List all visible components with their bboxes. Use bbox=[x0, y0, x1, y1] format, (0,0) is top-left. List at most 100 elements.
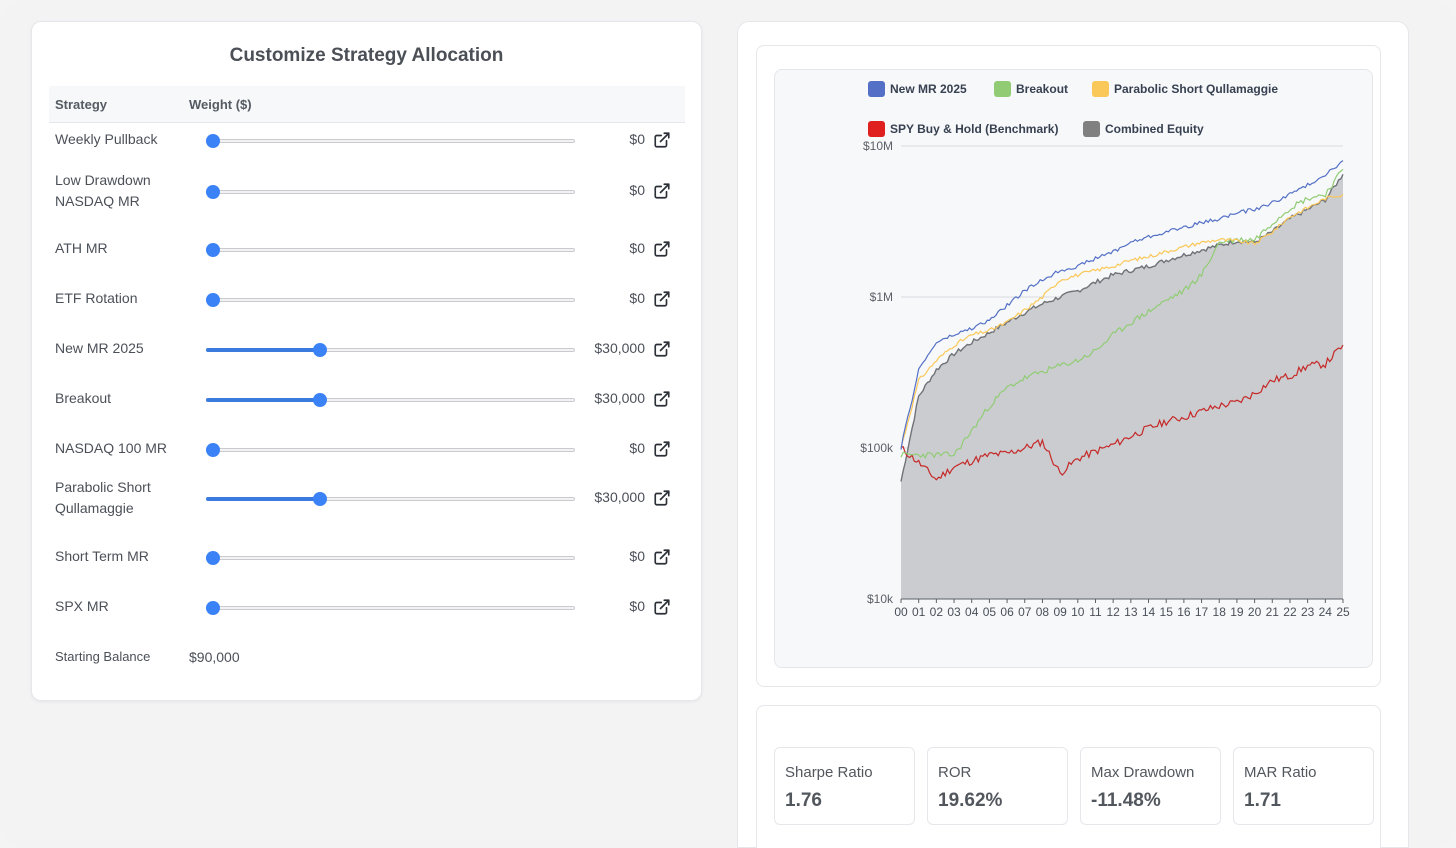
slider-track[interactable] bbox=[206, 297, 575, 302]
x-tick-label: 01 bbox=[912, 605, 926, 619]
weight-slider-parabolic-short[interactable] bbox=[206, 492, 575, 506]
strategy-name: ATH MR bbox=[55, 238, 108, 259]
stat-card-max-drawdown: Max Drawdown -11.48% bbox=[1080, 747, 1221, 825]
weight-slider-etf-rotation[interactable] bbox=[206, 292, 575, 307]
x-tick-label: 08 bbox=[1036, 605, 1050, 619]
slider-thumb[interactable] bbox=[206, 550, 220, 565]
weight-slider-new-mr-2025[interactable] bbox=[206, 342, 575, 357]
weight-slider-low-drawdown[interactable] bbox=[206, 185, 575, 199]
weight-slider-weekly-pullback[interactable] bbox=[206, 133, 575, 148]
slider-thumb[interactable] bbox=[206, 133, 220, 148]
x-tick-label: 13 bbox=[1124, 605, 1138, 619]
strategy-row: ETF Rotation $0 bbox=[49, 288, 685, 309]
slider-thumb[interactable] bbox=[312, 342, 327, 357]
starting-balance-label: Starting Balance bbox=[55, 649, 151, 664]
slider-thumb[interactable] bbox=[206, 242, 220, 257]
external-link-icon[interactable] bbox=[653, 340, 671, 358]
stats-card: Sharpe Ratio 1.76 ROR 19.62% Max Drawdown … bbox=[756, 705, 1381, 848]
legend-swatch bbox=[1092, 81, 1109, 97]
stat-value: -11.48% bbox=[1091, 790, 1161, 811]
strategy-name-line2: NASDAQ MR bbox=[55, 193, 140, 209]
strategy-name: Low Drawdown NASDAQ MR bbox=[55, 170, 151, 212]
external-link-icon[interactable] bbox=[653, 390, 671, 408]
slider-thumb[interactable] bbox=[206, 442, 220, 457]
strategy-name: NASDAQ 100 MR bbox=[55, 438, 167, 459]
external-link-icon[interactable] bbox=[653, 598, 671, 616]
external-link-icon[interactable] bbox=[653, 131, 671, 149]
series-line-new-mr-2025 bbox=[900, 160, 1344, 450]
chart-plot: $10k $100k $1M $10M 00 01 02 03 04 05 06 07 08 09 10 11… bbox=[860, 139, 1350, 619]
external-link-icon[interactable] bbox=[653, 548, 671, 566]
legend-label: Breakout bbox=[1016, 82, 1069, 96]
x-tick-label: 09 bbox=[1053, 605, 1067, 619]
stat-label: ROR bbox=[938, 764, 972, 781]
slider-track[interactable] bbox=[206, 138, 575, 143]
slider-track[interactable] bbox=[206, 247, 575, 252]
strategy-name: SPX MR bbox=[55, 596, 109, 617]
weight-amount: $0 bbox=[629, 130, 645, 147]
external-link-icon[interactable] bbox=[653, 290, 671, 308]
strategy-row: Parabolic Short Qullamaggie $30,000 bbox=[49, 477, 685, 519]
combined-equity-area bbox=[901, 174, 1343, 600]
strategy-name: ETF Rotation bbox=[55, 288, 137, 309]
external-link-icon[interactable] bbox=[653, 240, 671, 258]
slider-thumb[interactable] bbox=[206, 292, 220, 307]
equity-chart: New MR 2025 Breakout Parabolic Short Qul… bbox=[774, 69, 1373, 668]
slider-track[interactable] bbox=[206, 190, 575, 194]
legend-swatch bbox=[994, 81, 1011, 97]
weight-amount: $0 bbox=[629, 547, 645, 564]
strategy-name: Breakout bbox=[55, 388, 111, 409]
series-line-parabolic-short-qullamaggie bbox=[900, 193, 1344, 449]
weight-amount: $0 bbox=[629, 239, 645, 256]
x-tick-label: 02 bbox=[930, 605, 944, 619]
chart-card: New MR 2025 Breakout Parabolic Short Qul… bbox=[756, 45, 1381, 687]
slider-thumb[interactable] bbox=[312, 492, 327, 506]
weight-slider-spx-mr[interactable] bbox=[206, 600, 575, 615]
strategy-row: Weekly Pullback $0 bbox=[49, 129, 685, 150]
slider-thumb[interactable] bbox=[206, 600, 220, 615]
strategy-name: Weekly Pullback bbox=[55, 129, 157, 150]
legend-label: New MR 2025 bbox=[890, 82, 967, 96]
x-tick-label: 20 bbox=[1248, 605, 1262, 619]
x-tick-label: 06 bbox=[1000, 605, 1014, 619]
legend-swatch bbox=[868, 121, 885, 137]
x-tick-label: 16 bbox=[1177, 605, 1191, 619]
strategy-row: ATH MR $0 bbox=[49, 238, 685, 259]
weight-slider-ath-mr[interactable] bbox=[206, 242, 575, 257]
legend-label: SPY Buy & Hold (Benchmark) bbox=[890, 122, 1059, 136]
slider-track[interactable] bbox=[206, 447, 575, 452]
strategy-name-line1: NASDAQ 100 MR bbox=[55, 440, 168, 456]
external-link-icon[interactable] bbox=[653, 440, 671, 458]
x-tick-label: 22 bbox=[1283, 605, 1297, 619]
strategy-name: Short Term MR bbox=[55, 546, 149, 567]
y-tick-label: $10k bbox=[867, 592, 894, 606]
strategy-name-line1: ATH MR bbox=[55, 240, 108, 256]
slider-track[interactable] bbox=[206, 555, 575, 560]
weight-amount: $30,000 bbox=[594, 339, 645, 356]
slider-thumb[interactable] bbox=[206, 185, 220, 199]
x-tick-label: 25 bbox=[1336, 605, 1350, 619]
weight-slider-short-term-mr[interactable] bbox=[206, 550, 575, 565]
slider-thumb[interactable] bbox=[312, 392, 327, 407]
external-link-icon[interactable] bbox=[653, 182, 671, 200]
weight-amount: $30,000 bbox=[594, 489, 645, 505]
strategy-row: SPX MR $0 bbox=[49, 596, 685, 617]
x-tick-label: 19 bbox=[1230, 605, 1244, 619]
strategy-name-line1: ETF Rotation bbox=[55, 290, 138, 306]
starting-balance-value: $90,000 bbox=[189, 649, 240, 665]
col-weight-header: Weight ($) bbox=[189, 97, 252, 112]
table-header: Strategy Weight ($) bbox=[49, 86, 685, 123]
slider-track[interactable] bbox=[206, 605, 575, 610]
x-tick-label: 10 bbox=[1071, 605, 1085, 619]
x-tick-label: 14 bbox=[1142, 605, 1156, 619]
weight-slider-breakout[interactable] bbox=[206, 392, 575, 407]
stat-card-mar-ratio: MAR Ratio 1.71 bbox=[1233, 747, 1374, 825]
x-tick-label: 11 bbox=[1089, 605, 1102, 619]
external-link-icon[interactable] bbox=[653, 489, 671, 507]
stat-card-sharpe-ratio: Sharpe Ratio 1.76 bbox=[774, 747, 915, 825]
strategy-row: New MR 2025 $30,000 bbox=[49, 338, 685, 359]
weight-slider-nasdaq-100-mr[interactable] bbox=[206, 442, 575, 457]
strategy-row: Short Term MR $0 bbox=[49, 546, 685, 567]
strategy-row: Low Drawdown NASDAQ MR $0 bbox=[49, 170, 685, 212]
strategy-name: Parabolic Short Qullamaggie bbox=[55, 477, 151, 519]
